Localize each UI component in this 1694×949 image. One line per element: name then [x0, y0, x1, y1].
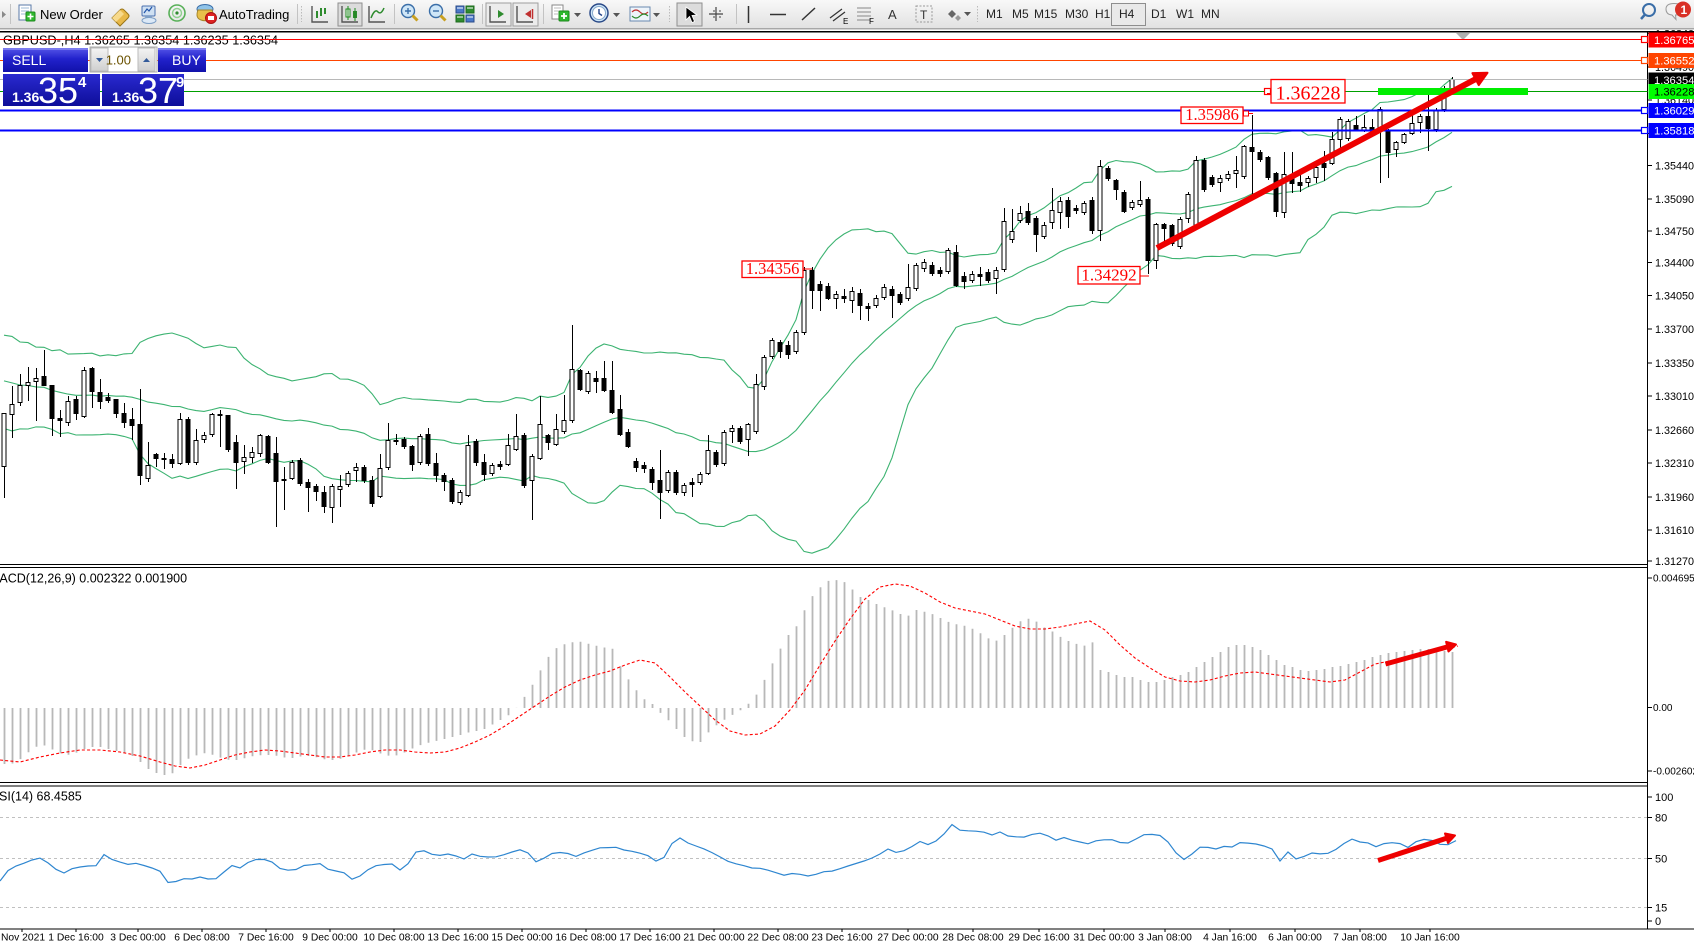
svg-text:1.32310: 1.32310: [1655, 458, 1694, 470]
svg-text:W1: W1: [1176, 7, 1194, 21]
svg-text:1.36: 1.36: [12, 89, 39, 105]
svg-text:1.34050: 1.34050: [1655, 291, 1694, 303]
svg-text:1.31610: 1.31610: [1655, 525, 1694, 537]
svg-text:1.35986: 1.35986: [1185, 105, 1239, 124]
svg-text:H4: H4: [1119, 7, 1135, 21]
svg-text:17 Dec 16:00: 17 Dec 16:00: [619, 933, 681, 944]
svg-text:0.004695: 0.004695: [1653, 574, 1694, 585]
svg-text:1.34356: 1.34356: [746, 259, 800, 278]
svg-text:GBPUSD-,H4 1.36265 1.36354 1.: GBPUSD-,H4 1.36265 1.36354 1.36235 1.363…: [3, 34, 278, 48]
svg-text:T: T: [920, 8, 928, 22]
svg-text:50: 50: [1655, 854, 1667, 866]
svg-text:1.31270: 1.31270: [1655, 556, 1694, 568]
svg-text:1 Dec 16:00: 1 Dec 16:00: [48, 933, 104, 944]
svg-text:27 Dec 00:00: 27 Dec 00:00: [877, 933, 939, 944]
svg-text:1.34400: 1.34400: [1655, 258, 1694, 270]
svg-text:29 Dec 16:00: 29 Dec 16:00: [1008, 933, 1070, 944]
svg-text:1.35090: 1.35090: [1655, 194, 1694, 206]
svg-text:21 Dec 00:00: 21 Dec 00:00: [683, 933, 745, 944]
svg-text:-0.002602: -0.002602: [1653, 767, 1694, 778]
svg-text:1: 1: [1681, 3, 1688, 17]
svg-text:1.36552: 1.36552: [1654, 56, 1694, 68]
svg-text:M30: M30: [1065, 7, 1089, 21]
svg-text:1.32660: 1.32660: [1655, 425, 1694, 437]
svg-text:16 Dec 08:00: 16 Dec 08:00: [555, 933, 617, 944]
svg-text:1.36228: 1.36228: [1276, 83, 1341, 105]
svg-text:37: 37: [138, 70, 178, 111]
svg-text:M15: M15: [1034, 7, 1058, 21]
svg-text:1.33010: 1.33010: [1655, 391, 1694, 403]
svg-text:1.35440: 1.35440: [1655, 161, 1694, 173]
svg-text:1.36: 1.36: [112, 89, 139, 105]
svg-text:9 Dec 00:00: 9 Dec 00:00: [302, 933, 358, 944]
svg-text:4 Jan 16:00: 4 Jan 16:00: [1203, 933, 1257, 944]
svg-text:28 Dec 08:00: 28 Dec 08:00: [942, 933, 1004, 944]
svg-text:MN: MN: [1201, 7, 1220, 21]
svg-text:BUY: BUY: [172, 52, 201, 68]
svg-text:31 Dec 00:00: 31 Dec 00:00: [1073, 933, 1135, 944]
svg-text:A: A: [888, 7, 897, 22]
svg-text:MACD(12,26,9) 0.002322 0.00190: MACD(12,26,9) 0.002322 0.001900: [0, 572, 187, 586]
svg-text:F: F: [869, 17, 874, 26]
svg-text:1.31960: 1.31960: [1655, 492, 1694, 504]
svg-text:H1: H1: [1095, 7, 1111, 21]
svg-text:SELL: SELL: [12, 52, 46, 68]
svg-text:15 Dec 00:00: 15 Dec 00:00: [491, 933, 553, 944]
svg-text:1.36029: 1.36029: [1654, 106, 1694, 118]
svg-text:1.00: 1.00: [106, 53, 131, 68]
svg-text:1.34292: 1.34292: [1081, 266, 1136, 285]
svg-text:7 Dec 16:00: 7 Dec 16:00: [238, 933, 294, 944]
svg-text:7 Jan 08:00: 7 Jan 08:00: [1333, 933, 1387, 944]
svg-text:1.36228: 1.36228: [1654, 87, 1694, 99]
svg-text:3 Jan 08:00: 3 Jan 08:00: [1138, 933, 1192, 944]
svg-text:4: 4: [78, 74, 87, 91]
svg-text:80: 80: [1655, 813, 1667, 825]
svg-text:100: 100: [1655, 792, 1673, 804]
svg-text:Nov 2021: Nov 2021: [1, 933, 45, 944]
svg-text:23 Dec 16:00: 23 Dec 16:00: [811, 933, 873, 944]
svg-text:13 Dec 16:00: 13 Dec 16:00: [427, 933, 489, 944]
svg-text:1.34750: 1.34750: [1655, 226, 1694, 238]
svg-text:AutoTrading: AutoTrading: [219, 7, 289, 22]
svg-text:1.33350: 1.33350: [1655, 358, 1694, 370]
svg-text:E: E: [843, 17, 848, 26]
svg-text:3 Dec 00:00: 3 Dec 00:00: [110, 933, 166, 944]
svg-text:15: 15: [1655, 903, 1667, 915]
svg-text:D1: D1: [1151, 7, 1167, 21]
svg-text:M5: M5: [1012, 7, 1029, 21]
svg-text:9: 9: [176, 74, 184, 91]
svg-text:0.00: 0.00: [1653, 703, 1673, 714]
svg-text:35: 35: [38, 70, 78, 111]
svg-text:10 Jan 16:00: 10 Jan 16:00: [1400, 933, 1460, 944]
svg-text:6 Jan 00:00: 6 Jan 00:00: [1268, 933, 1322, 944]
svg-text:1.36765: 1.36765: [1654, 35, 1694, 47]
svg-text:0: 0: [1655, 916, 1661, 928]
svg-text:22 Dec 08:00: 22 Dec 08:00: [747, 933, 809, 944]
svg-text:New Order: New Order: [40, 7, 104, 22]
svg-text:M1: M1: [986, 7, 1003, 21]
svg-text:RSI(14) 68.4585: RSI(14) 68.4585: [0, 790, 82, 804]
svg-text:1.35818: 1.35818: [1654, 126, 1694, 138]
svg-text:1.33700: 1.33700: [1655, 324, 1694, 336]
svg-text:6 Dec 08:00: 6 Dec 08:00: [174, 933, 230, 944]
svg-text:10 Dec 08:00: 10 Dec 08:00: [363, 933, 425, 944]
